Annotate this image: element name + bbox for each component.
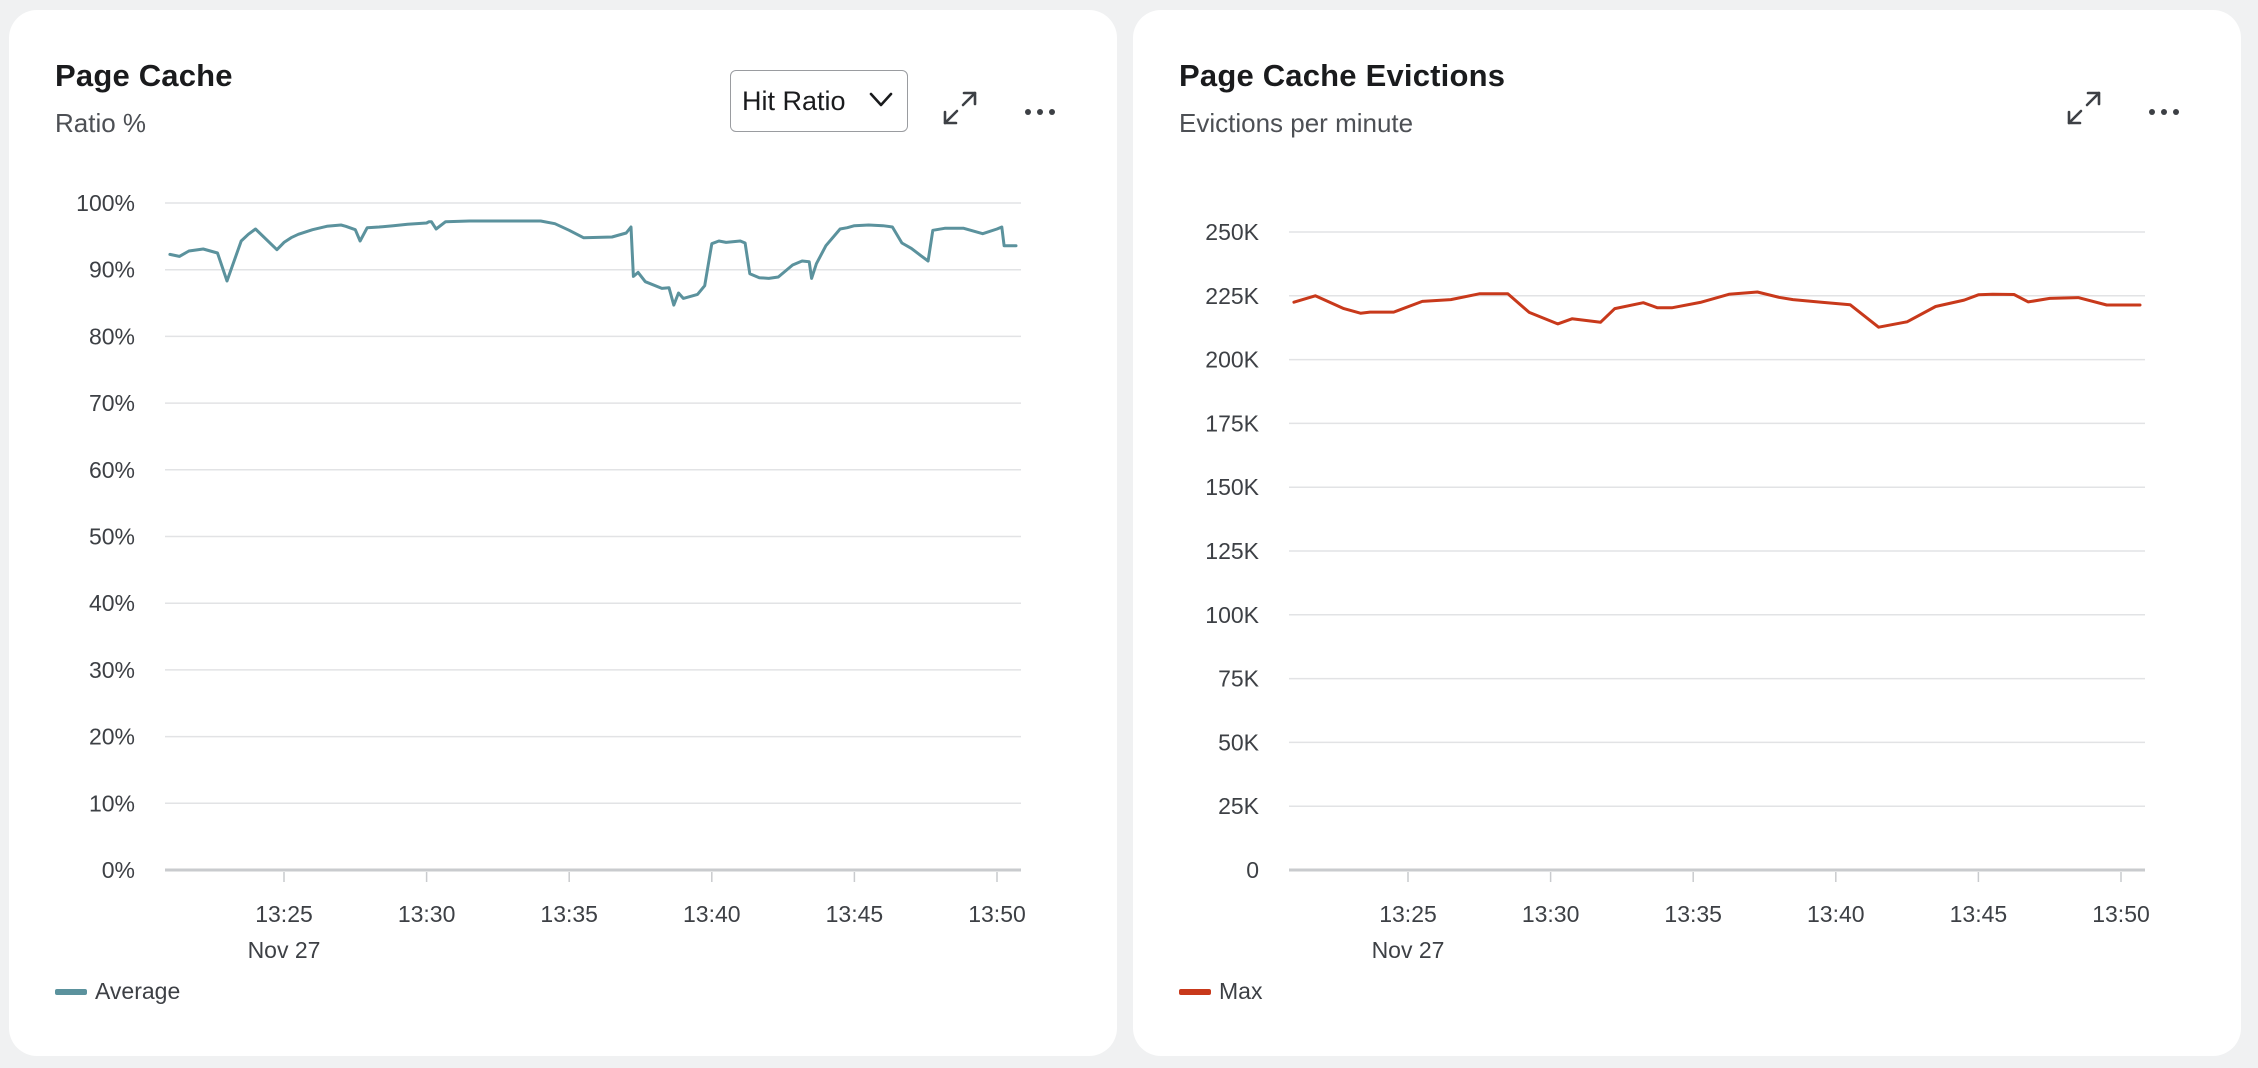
- x-tick-label: 13:40: [1807, 901, 1865, 927]
- legend-swatch: [1179, 988, 1211, 995]
- x-tick-label: 13:25: [1379, 901, 1437, 927]
- y-tick-label: 10%: [89, 790, 135, 816]
- x-tick-label: 13:45: [826, 901, 884, 927]
- page-cache-evictions-chart: 0 25K 50K 75K 100K 125K 150K 175K 200K 225K 250K 13…: [1205, 219, 2150, 963]
- y-tick-label: 125K: [1205, 538, 1259, 564]
- x-date-label: Nov 27: [1372, 937, 1445, 963]
- panel-title: Page Cache: [55, 58, 233, 93]
- y-tick-label: 50K: [1218, 729, 1260, 755]
- series-line-max: [1292, 290, 2142, 329]
- page-cache-chart: 0% 10% 20% 30% 40% 50% 60% 70% 80% 90% 100% 13:25 13…: [76, 190, 1026, 963]
- x-tick-label: 13:30: [398, 901, 456, 927]
- y-tick-label: 60%: [89, 457, 135, 483]
- y-tick-label: 30%: [89, 657, 135, 683]
- more-icon[interactable]: [2144, 88, 2184, 128]
- y-tick-label: 0%: [102, 857, 135, 883]
- x-tick-label: 13:45: [1950, 901, 2008, 927]
- panel-title: Page Cache Evictions: [1179, 58, 1506, 93]
- chart-legend: Max: [1179, 978, 1262, 1005]
- legend-label: Max: [1219, 978, 1263, 1004]
- expand-icon[interactable]: [2064, 88, 2104, 128]
- expand-icon[interactable]: [940, 88, 980, 128]
- panel-subtitle: Evictions per minute: [1179, 108, 1414, 138]
- y-tick-label: 50%: [89, 524, 135, 550]
- y-tick-label: 40%: [89, 590, 135, 616]
- metric-select[interactable]: Hit Ratio: [730, 70, 908, 132]
- y-tick-label: 225K: [1205, 283, 1259, 309]
- page-cache-evictions-panel: 0 25K 50K 75K 100K 125K 150K 175K 200K 225K 250K 13…: [1133, 10, 2241, 1056]
- chevron-down-icon: [869, 92, 893, 107]
- y-tick-label: 80%: [89, 323, 135, 349]
- x-tick-label: 13:50: [2092, 901, 2150, 927]
- y-tick-label: 0: [1246, 857, 1259, 883]
- y-tick-label: 90%: [89, 257, 135, 283]
- y-tick-label: 70%: [89, 390, 135, 416]
- panel-subtitle: Ratio %: [55, 108, 147, 138]
- x-tick-label: 13:35: [540, 901, 598, 927]
- page-cache-panel: 0% 10% 20% 30% 40% 50% 60% 70% 80% 90% 100% 13:25 13…: [9, 10, 1117, 1056]
- y-tick-label: 175K: [1205, 410, 1259, 436]
- metric-select-value: Hit Ratio: [742, 85, 846, 116]
- x-tick-label: 13:50: [968, 901, 1026, 927]
- y-tick-label: 75K: [1218, 666, 1260, 692]
- legend-label: Average: [95, 978, 181, 1004]
- y-tick-label: 100%: [76, 190, 135, 216]
- x-date-label: Nov 27: [248, 937, 321, 963]
- y-tick-label: 100K: [1205, 602, 1259, 628]
- series-line-average: [168, 219, 1018, 307]
- x-tick-label: 13:35: [1664, 901, 1722, 927]
- chart-legend: Average: [55, 978, 180, 1005]
- y-tick-label: 200K: [1205, 347, 1259, 373]
- x-tick-label: 13:30: [1522, 901, 1580, 927]
- y-tick-label: 250K: [1205, 219, 1259, 245]
- y-tick-label: 150K: [1205, 474, 1259, 500]
- more-icon[interactable]: [1020, 88, 1060, 128]
- legend-swatch: [55, 988, 87, 995]
- y-tick-label: 25K: [1218, 793, 1260, 819]
- x-tick-label: 13:40: [683, 901, 741, 927]
- x-tick-label: 13:25: [255, 901, 313, 927]
- y-tick-label: 20%: [89, 724, 135, 750]
